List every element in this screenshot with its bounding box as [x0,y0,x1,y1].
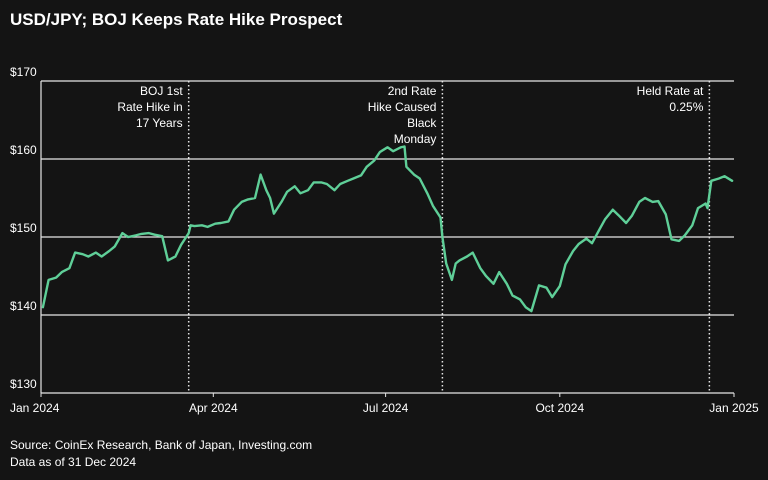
annotation-label: 2nd Rate [388,84,437,98]
y-tick-label: $170 [10,65,37,79]
x-tick-label: Jan 2024 [10,401,60,415]
annotation-label: Black [407,116,437,130]
x-tick-label: Apr 2024 [189,401,238,415]
x-tick-label: Jan 2025 [709,401,759,415]
annotation-label: Hike Caused [368,100,437,114]
grid-layer [40,80,734,394]
chart-footer: Source: CoinEx Research, Bank of Japan, … [10,437,312,471]
y-tick-label: $150 [10,221,37,235]
tick-layer: $130 $140 $150 $160 $170 Jan 2024 Apr 2024 Jul … [10,65,759,415]
source-note: Source: CoinEx Research, Bank of Japan, … [10,438,313,452]
annotation-label: 0.25% [669,100,703,114]
x-tick-label: Jul 2024 [363,401,409,415]
annotation-label: BOJ 1st [140,84,183,98]
y-tick-label: $160 [10,143,37,157]
chart-title: USD/JPY; BOJ Keeps Rate Hike Prospect [10,10,343,29]
y-tick-label: $140 [10,299,37,313]
x-tick-label: Oct 2024 [535,401,584,415]
series-line-usdjpy [41,145,734,313]
annotation-label: 17 Years [136,116,183,130]
annotation-label: Monday [394,132,437,146]
as-of-date: Data as of 31 Dec 2024 [10,455,137,469]
annotation-label: Held Rate at [637,84,704,98]
y-tick-label: $130 [10,377,37,391]
annotation-layer: BOJ 1st Rate Hike in 17 Years 2nd Rate Hike … [117,81,711,393]
line-layer [41,145,734,313]
annotation-label: Rate Hike in [117,100,182,114]
